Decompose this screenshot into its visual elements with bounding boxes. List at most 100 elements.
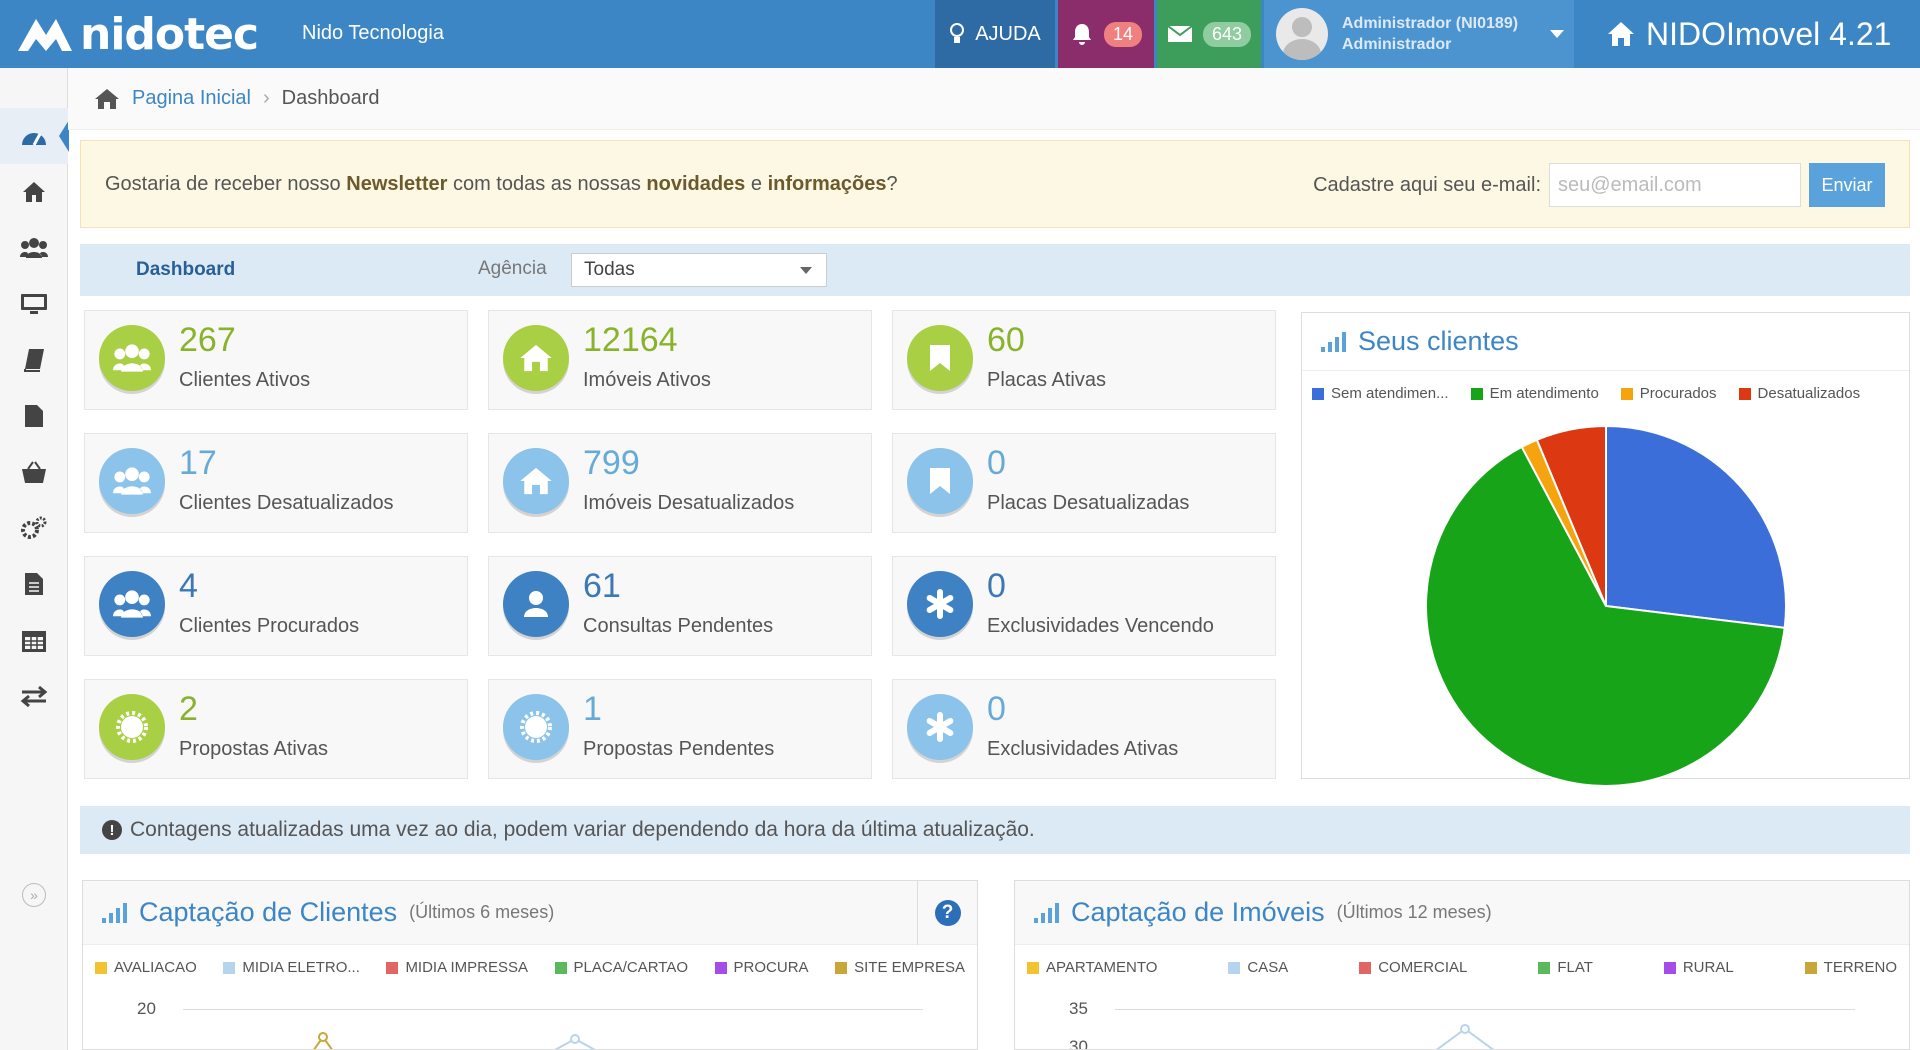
legend-item[interactable]: CASA <box>1228 959 1288 976</box>
newsletter-banner: Gostaria de receber nosso Newsletter com… <box>80 140 1910 228</box>
agency-select[interactable]: Todas <box>571 253 827 287</box>
pie-slice[interactable] <box>1535 424 1607 607</box>
stat-label: Placas Desatualizadas <box>987 492 1190 514</box>
stat-card-exclusividades-ativas[interactable]: 0 Exclusividades Ativas <box>892 679 1276 779</box>
info-alert: ! Contagens atualizadas uma vez ao dia, … <box>80 806 1910 854</box>
bell-icon <box>1072 24 1091 45</box>
stat-card-clientes-procurados[interactable]: 4 Clientes Procurados <box>84 556 468 656</box>
legend-item[interactable]: RURAL <box>1663 959 1734 976</box>
captacao-imoveis-panel: Captação de Imóveis (Últimos 12 meses) A… <box>1014 880 1910 1050</box>
help-button[interactable]: ? <box>917 881 977 945</box>
info-icon: ! <box>102 820 122 840</box>
stat-card-propostas-pendentes[interactable]: 1 Propostas Pendentes <box>488 679 872 779</box>
bar-chart-icon <box>1034 902 1059 923</box>
sidebar-item-users[interactable] <box>0 220 68 276</box>
stat-label: Exclusividades Vencendo <box>987 615 1214 637</box>
breadcrumb-home-link[interactable]: Pagina Inicial <box>132 87 251 109</box>
pie-chart-title: Seus clientes <box>1358 326 1519 356</box>
stat-card-placas-ativas[interactable]: 60 Placas Ativas <box>892 310 1276 410</box>
lightbulb-icon <box>950 23 965 43</box>
legend-item[interactable]: TERRENO <box>1804 959 1897 976</box>
newsletter-email-input[interactable]: seu@email.com <box>1549 163 1801 207</box>
legend-item[interactable]: COMERCIAL <box>1359 959 1467 976</box>
stat-card-clientes-ativos[interactable]: 267 Clientes Ativos <box>84 310 468 410</box>
imoveis-legend: APARTAMENTO CASA COMERCIAL FLAT RURAL TE… <box>1015 945 1909 990</box>
pie-slice[interactable] <box>1605 424 1787 629</box>
pie-legend: Sem atendimen... Em atendimento Procurad… <box>1302 371 1909 416</box>
stat-card-consultas-pendentes[interactable]: 61 Consultas Pendentes <box>488 556 872 656</box>
asterisk-icon <box>907 571 973 637</box>
asterisk-icon <box>907 694 973 760</box>
sidebar: » <box>0 68 69 1050</box>
breadcrumb-separator: › <box>262 87 270 109</box>
sidebar-item-dashboard[interactable] <box>0 108 69 164</box>
cogs-icon <box>21 516 47 539</box>
stat-card-imoveis-desatualizados[interactable]: 799 Imóveis Desatualizados <box>488 433 872 533</box>
sidebar-item-file[interactable] <box>0 388 68 444</box>
nidotec-logo[interactable]: nidotec <box>16 9 259 60</box>
avatar <box>1276 8 1328 60</box>
stat-card-imoveis-ativos[interactable]: 12164 Imóveis Ativos <box>488 310 872 410</box>
stat-card-clientes-desatualizados[interactable]: 17 Clientes Desatualizados <box>84 433 468 533</box>
y-tick: 35 <box>1069 999 1088 1018</box>
newsletter-submit-button[interactable]: Enviar <box>1809 163 1885 207</box>
user-menu[interactable]: Administrador (NI0189) Administrador <box>1264 0 1574 68</box>
sidebar-collapse-icon[interactable]: » <box>22 883 46 907</box>
legend-item[interactable]: Sem atendimen... <box>1312 385 1449 402</box>
legend-item[interactable]: FLAT <box>1538 959 1593 976</box>
stat-value: 0 <box>987 444 1006 482</box>
clientes-legend: AVALIACAO MIDIA ELETRO... MIDIA IMPRESSA… <box>83 945 977 990</box>
logo-text: nidotec <box>80 8 259 60</box>
dashboard-icon <box>22 133 46 146</box>
sidebar-item-book[interactable] <box>0 332 68 388</box>
stat-value: 17 <box>179 444 217 482</box>
house-icon <box>503 325 569 391</box>
sidebar-item-exchange[interactable] <box>0 668 68 724</box>
legend-item[interactable]: SITE EMPRESA <box>835 959 965 976</box>
sidebar-item-home[interactable] <box>0 164 68 220</box>
stat-label: Placas Ativas <box>987 369 1106 391</box>
captacao-imoveis-title: Captação de Imóveis <box>1071 897 1325 927</box>
help-button[interactable]: AJUDA <box>935 0 1055 68</box>
stat-card-placas-desatualizadas[interactable]: 0 Placas Desatualizadas <box>892 433 1276 533</box>
messages-button[interactable]: 643 <box>1157 0 1261 68</box>
sidebar-item-document[interactable] <box>0 556 68 612</box>
certificate-icon <box>99 694 165 760</box>
line-series-peaks <box>313 1032 596 1049</box>
stat-card-propostas-ativas[interactable]: 2 Propostas Ativas <box>84 679 468 779</box>
stat-value: 61 <box>583 567 621 605</box>
user-role: Administrador <box>1342 36 1452 53</box>
notifications-button[interactable]: 14 <box>1058 0 1154 68</box>
legend-item[interactable]: MIDIA IMPRESSA <box>386 959 528 976</box>
file-icon <box>25 405 43 427</box>
sidebar-item-settings[interactable] <box>0 500 68 556</box>
brand-link[interactable]: NIDOImovel 4.21 <box>1576 0 1920 68</box>
stat-label: Clientes Desatualizados <box>179 492 394 514</box>
bookmark-icon <box>907 448 973 514</box>
seus-clientes-panel: Seus clientes Sem atendimen... Em atendi… <box>1301 312 1910 787</box>
legend-item[interactable]: AVALIACAO <box>95 959 197 976</box>
newsletter-text: Gostaria de receber nosso Newsletter com… <box>105 172 898 195</box>
stat-value: 267 <box>179 321 236 359</box>
dashboard-tab[interactable]: Dashboard <box>136 259 236 280</box>
sidebar-item-calendar[interactable] <box>0 612 68 668</box>
captacao-imoveis-subtitle: (Últimos 12 meses) <box>1336 902 1492 922</box>
legend-item[interactable]: MIDIA ELETRO... <box>223 959 360 976</box>
users-icon <box>20 238 48 258</box>
sidebar-item-monitor[interactable] <box>0 276 68 332</box>
legend-item[interactable]: Procurados <box>1620 385 1717 402</box>
help-label: AJUDA <box>975 22 1041 45</box>
legend-item[interactable]: Em atendimento <box>1470 385 1599 402</box>
home-icon <box>95 88 119 109</box>
stat-label: Propostas Ativas <box>179 738 328 760</box>
pie-slice[interactable] <box>1425 445 1786 787</box>
top-navbar: nidotec Nido Tecnologia AJUDA 14 643 Adm… <box>0 0 1920 68</box>
legend-item[interactable]: APARTAMENTO <box>1027 959 1157 976</box>
users-icon <box>99 571 165 637</box>
legend-item[interactable]: PLACA/CARTAO <box>554 959 688 976</box>
legend-item[interactable]: Desatualizados <box>1738 385 1860 402</box>
stat-card-exclusividades-vencendo[interactable]: 0 Exclusividades Vencendo <box>892 556 1276 656</box>
legend-item[interactable]: PROCURA <box>714 959 809 976</box>
sidebar-item-basket[interactable] <box>0 444 68 500</box>
messages-badge: 643 <box>1202 21 1252 47</box>
